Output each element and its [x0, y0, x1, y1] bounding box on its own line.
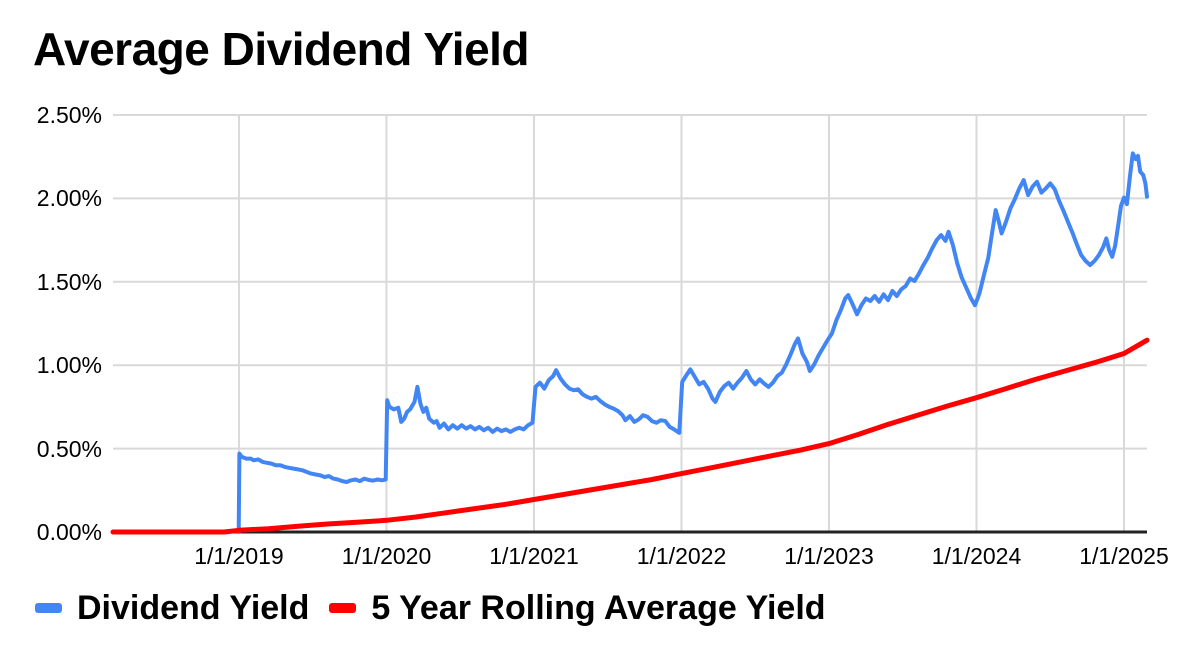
legend-item-dividend-yield: Dividend Yield — [35, 591, 309, 625]
legend: Dividend Yield 5 Year Rolling Average Yi… — [35, 586, 826, 630]
y-tick-label: 2.50% — [36, 102, 102, 128]
x-tick-label: 1/1/2023 — [784, 543, 874, 569]
y-tick-label: 1.50% — [36, 268, 102, 295]
dividend-yield-line — [236, 151, 1149, 534]
y-tick-label: 0.50% — [36, 435, 102, 462]
rolling-average-swatch-icon — [329, 603, 357, 613]
x-tick-label: 1/1/2022 — [636, 543, 727, 569]
y-tick-label: 0.00% — [36, 519, 102, 545]
x-tick-label: 1/1/2024 — [931, 543, 1022, 569]
rolling-average-line — [110, 337, 1150, 535]
legend-label: Dividend Yield — [77, 589, 310, 627]
x-tick-label: 1/1/2021 — [489, 543, 579, 569]
dividend-yield-swatch-icon — [35, 603, 62, 613]
chart-title: Average Dividend Yield — [33, 23, 530, 75]
y-tick-label: 2.00% — [36, 185, 102, 212]
x-tick-label: 1/1/2020 — [341, 543, 432, 569]
legend-item-rolling-average: 5 Year Rolling Average Yield — [329, 589, 826, 627]
y-tick-label: 1.00% — [36, 352, 102, 379]
legend-label: 5 Year Rolling Average Yield — [371, 589, 826, 627]
x-tick-label: 1/1/2025 — [1079, 543, 1169, 569]
x-tick-label: 1/1/2019 — [194, 543, 284, 569]
